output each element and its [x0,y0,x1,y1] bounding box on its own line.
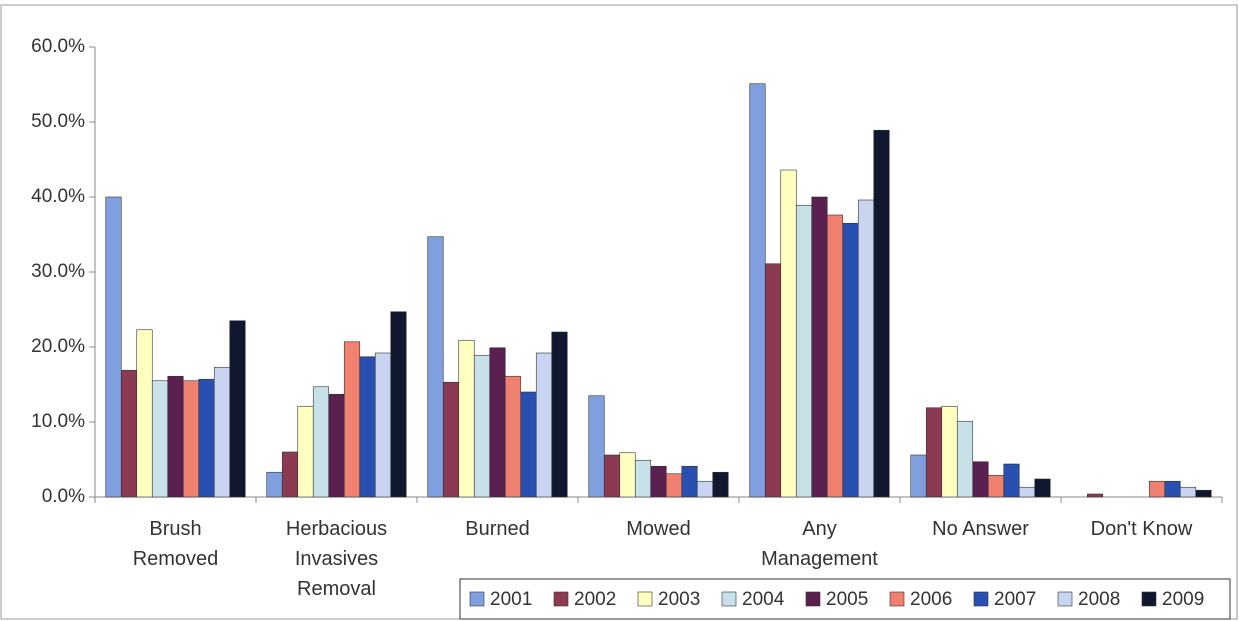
legend-swatch [469,591,485,607]
bar [811,196,828,498]
bar [1195,489,1212,498]
bar [359,356,376,498]
bar [650,465,667,498]
bar [696,480,714,498]
bar [619,452,636,498]
bar [956,420,974,498]
bar [281,451,299,498]
y-tick-label: 50.0% [31,111,85,132]
y-tick-label: 40.0% [31,186,85,207]
legend-label: 2005 [826,589,868,610]
legend-label: 2009 [1162,589,1204,610]
bar [390,311,407,498]
bar [229,320,246,498]
bar [910,454,927,498]
x-tick-label: Herbacious Invasives Removal [285,518,388,600]
bar [764,263,782,498]
x-tick-label: Don't Know [1090,518,1193,540]
bar [1086,493,1104,498]
legend-label: 2004 [742,589,785,610]
bar [551,331,568,498]
bar [442,381,460,498]
bar [925,407,943,498]
x-tick-label: Burned [465,518,530,540]
bar [427,236,444,498]
legend-label: 2003 [658,589,700,610]
legend-swatch [973,591,989,607]
bar [1164,480,1181,498]
bar [873,129,890,498]
bar [167,375,184,498]
bar [842,222,859,498]
y-tick-label: 60.0% [31,36,85,57]
bar [374,352,392,498]
bar [795,204,813,498]
bar [489,347,506,498]
legend-label: 2007 [994,589,1036,610]
bar [857,199,875,498]
bar [634,459,652,498]
bar [712,471,729,498]
legend-swatch [1141,591,1157,607]
bar [105,196,122,498]
x-tick-label: Brush Removed [132,518,219,570]
bar [941,405,958,498]
bar [151,380,169,498]
x-tick-label: No Answer [932,518,1029,540]
bar [458,339,475,498]
bar [1179,486,1197,498]
bar [780,169,797,498]
legend-swatch [889,591,905,607]
bar [535,352,553,498]
legend-label: 2001 [490,589,532,610]
legend-label: 2002 [574,589,616,610]
bar [312,386,330,498]
bar [972,461,989,498]
bar [520,391,537,498]
x-tick-label: Mowed [626,518,691,540]
x-tick-label: Any Management [761,518,878,570]
bar [749,83,766,498]
bar [1148,480,1166,498]
bar [826,214,844,498]
legend-box [459,578,1231,620]
legend-swatch [721,591,737,607]
bar [504,375,522,498]
y-tick-label: 10.0% [31,411,85,432]
bar [1018,486,1036,498]
bar [198,378,215,498]
bar [603,454,621,498]
bar [681,465,698,498]
bar [182,380,200,498]
bar [473,354,491,498]
bar [328,393,345,498]
bar [1003,463,1020,498]
bar [588,395,605,498]
bar [665,473,683,498]
legend-swatch [637,591,653,607]
bar [987,474,1005,498]
legend-label: 2008 [1078,589,1120,610]
legend-label: 2006 [910,589,952,610]
bar [297,405,314,498]
y-tick-label: 20.0% [31,336,85,357]
bar [213,366,231,498]
legend-swatch [553,591,569,607]
bar [1034,478,1051,498]
y-tick-label: 0.0% [42,486,85,507]
bar [266,471,283,498]
y-tick-label: 30.0% [31,261,85,282]
bar [343,341,361,498]
bar [120,369,138,498]
bar [136,329,153,498]
legend-swatch [1057,591,1073,607]
legend-swatch [805,591,821,607]
